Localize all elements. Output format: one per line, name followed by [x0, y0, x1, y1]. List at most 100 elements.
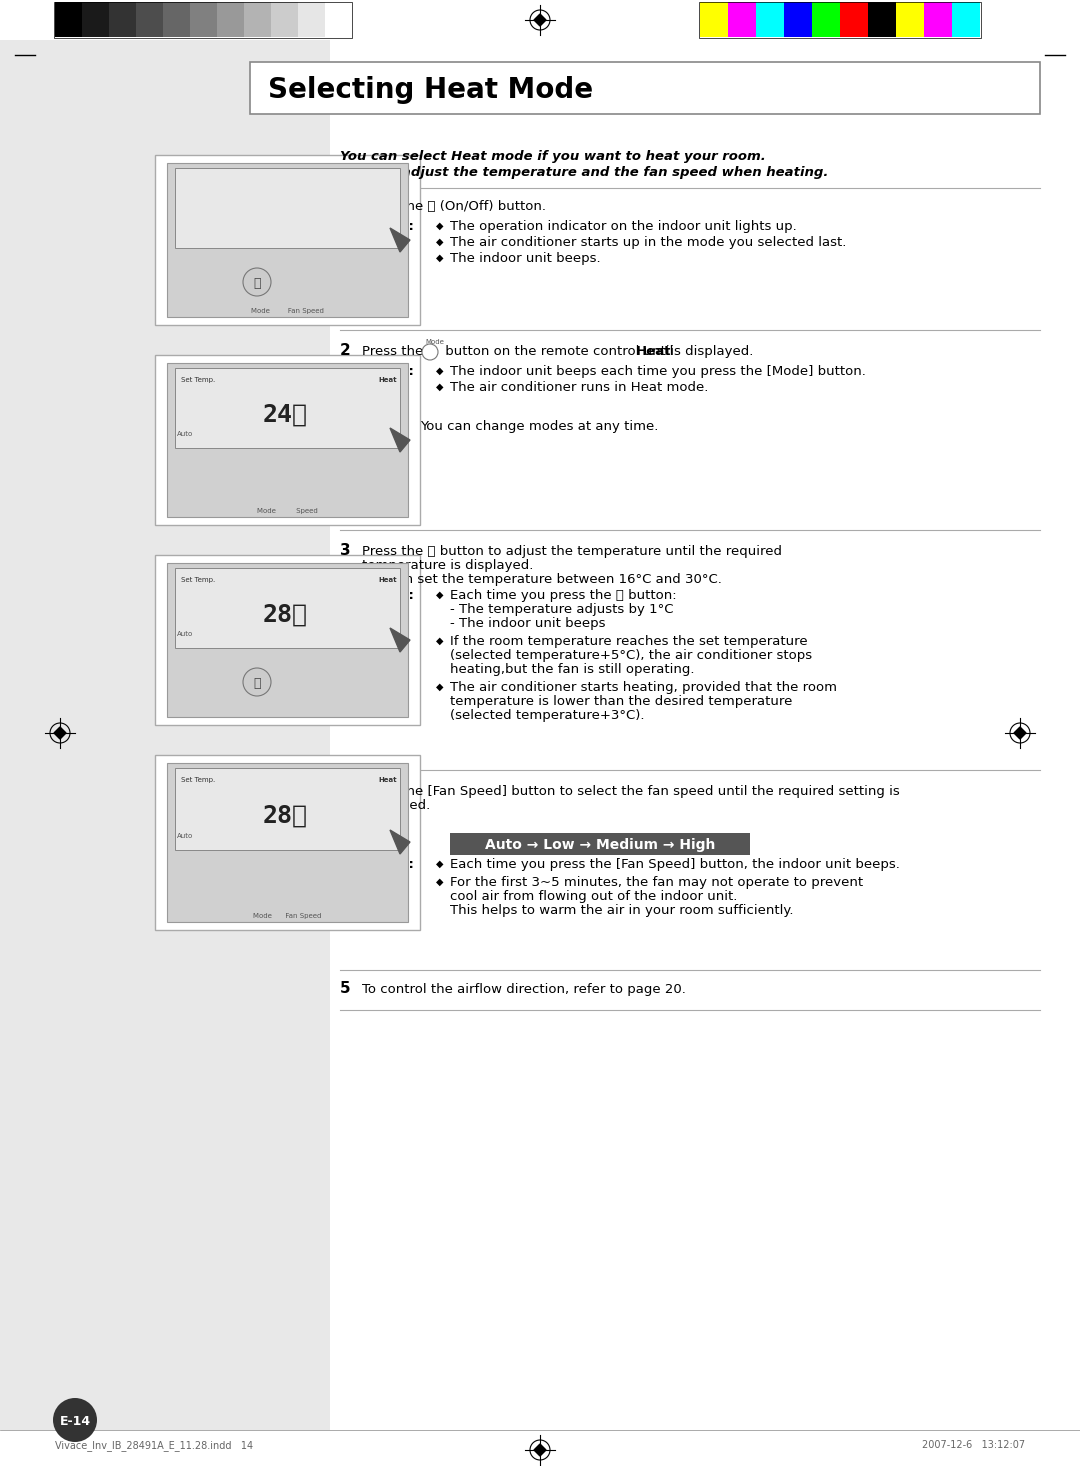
Text: temperature is displayed.: temperature is displayed. — [362, 559, 534, 572]
Text: ◆: ◆ — [436, 221, 444, 232]
Text: (selected temperature+5°C), the air conditioner stops: (selected temperature+5°C), the air cond… — [450, 649, 812, 663]
Text: (selected temperature+3°C).: (selected temperature+3°C). — [450, 710, 645, 721]
Text: Set Temp.: Set Temp. — [181, 578, 215, 583]
Bar — [271, 1, 298, 37]
Bar — [700, 1, 728, 37]
Text: Auto → Low → Medium → High: Auto → Low → Medium → High — [485, 839, 715, 852]
Text: 28℃: 28℃ — [262, 603, 308, 627]
Bar — [156, 155, 420, 325]
Text: Set Temp.: Set Temp. — [181, 777, 215, 783]
Bar — [167, 762, 408, 922]
Bar — [109, 1, 136, 37]
Circle shape — [422, 345, 438, 361]
Bar — [840, 1, 868, 37]
Bar — [190, 1, 217, 37]
Text: Mode      Fan Speed: Mode Fan Speed — [253, 913, 321, 919]
Text: - The indoor unit beeps: - The indoor unit beeps — [450, 617, 606, 630]
Text: E-14: E-14 — [59, 1415, 91, 1428]
Text: Vivace_Inv_IB_28491A_E_11.28.indd   14: Vivace_Inv_IB_28491A_E_11.28.indd 14 — [55, 1440, 253, 1451]
Text: Result:: Result: — [362, 365, 415, 378]
Text: The air conditioner runs in Heat mode.: The air conditioner runs in Heat mode. — [450, 381, 708, 394]
Text: Result:: Result: — [362, 858, 415, 871]
Text: ◆: ◆ — [436, 366, 444, 375]
Text: heating,but the fan is still operating.: heating,but the fan is still operating. — [450, 663, 694, 676]
Text: temperature is lower than the desired temperature: temperature is lower than the desired te… — [450, 695, 793, 708]
Bar — [728, 1, 756, 37]
Bar — [136, 1, 163, 37]
Text: Mode        Fan Speed: Mode Fan Speed — [251, 308, 323, 314]
Bar — [54, 1, 352, 38]
Bar — [951, 1, 980, 37]
Text: 1: 1 — [340, 198, 351, 213]
Text: ◆: ◆ — [436, 859, 444, 869]
Text: If the room temperature reaches the set temperature: If the room temperature reaches the set … — [450, 635, 808, 648]
Bar — [244, 1, 271, 37]
Text: 28℃: 28℃ — [262, 803, 308, 828]
Text: Each time you press the [Fan Speed] button, the indoor unit beeps.: Each time you press the [Fan Speed] butt… — [450, 858, 900, 871]
Bar — [812, 1, 840, 37]
Text: ◆: ◆ — [436, 877, 444, 887]
Polygon shape — [390, 627, 410, 652]
Text: ◆: ◆ — [436, 237, 444, 246]
Polygon shape — [534, 15, 546, 26]
Text: You can adjust the temperature and the fan speed when heating.: You can adjust the temperature and the f… — [340, 166, 828, 179]
Text: Auto: Auto — [177, 833, 193, 839]
Bar — [784, 1, 812, 37]
Text: You can change modes at any time.: You can change modes at any time. — [420, 419, 659, 432]
Text: - The temperature adjusts by 1°C: - The temperature adjusts by 1°C — [450, 603, 674, 616]
Polygon shape — [534, 1444, 546, 1456]
Text: The indoor unit beeps.: The indoor unit beeps. — [450, 252, 600, 265]
Bar — [924, 1, 951, 37]
Bar — [325, 1, 352, 37]
Text: ◆: ◆ — [436, 589, 444, 600]
Circle shape — [243, 268, 271, 296]
Text: For the first 3~5 minutes, the fan may not operate to prevent: For the first 3~5 minutes, the fan may n… — [450, 877, 863, 888]
Text: 24℃: 24℃ — [262, 403, 308, 427]
Polygon shape — [390, 830, 410, 855]
Text: Result:: Result: — [362, 589, 415, 603]
Polygon shape — [54, 727, 66, 739]
Bar — [167, 163, 408, 317]
Bar — [167, 563, 408, 717]
Text: To control the airflow direction, refer to page 20.: To control the airflow direction, refer … — [362, 984, 686, 995]
Bar — [175, 567, 400, 648]
Text: Mode: Mode — [426, 339, 444, 345]
Text: ◆: ◆ — [436, 254, 444, 262]
Bar — [0, 40, 330, 1429]
Text: cool air from flowing out of the indoor unit.: cool air from flowing out of the indoor … — [450, 890, 738, 903]
Bar — [175, 768, 400, 850]
Text: ◆: ◆ — [436, 383, 444, 391]
Bar — [699, 1, 981, 38]
Text: is displayed.: is displayed. — [666, 345, 754, 358]
Text: ◆: ◆ — [436, 636, 444, 647]
Bar — [249, 62, 1040, 114]
Circle shape — [243, 668, 271, 696]
Text: Selecting Heat Mode: Selecting Heat Mode — [268, 76, 593, 104]
Bar — [175, 368, 400, 449]
Text: The air conditioner starts up in the mode you selected last.: The air conditioner starts up in the mod… — [450, 236, 847, 249]
Text: Note: Note — [362, 419, 397, 432]
Bar — [156, 755, 420, 929]
Text: Press the ⧖ button to adjust the temperature until the required: Press the ⧖ button to adjust the tempera… — [362, 545, 782, 559]
Text: 2: 2 — [340, 343, 351, 358]
Bar — [156, 355, 420, 525]
Text: Mode         Speed: Mode Speed — [257, 509, 318, 515]
Text: The indoor unit beeps each time you press the [Mode] button.: The indoor unit beeps each time you pres… — [450, 365, 866, 378]
Text: Heat: Heat — [378, 777, 396, 783]
Text: Press the [Fan Speed] button to select the fan speed until the required setting : Press the [Fan Speed] button to select t… — [362, 784, 900, 798]
Bar — [896, 1, 924, 37]
Bar — [175, 169, 400, 248]
Text: ◆: ◆ — [436, 682, 444, 692]
Bar — [217, 1, 244, 37]
Text: 3: 3 — [340, 542, 351, 559]
Text: Set Temp.: Set Temp. — [181, 377, 215, 383]
Text: Auto: Auto — [177, 630, 193, 638]
Polygon shape — [1014, 727, 1026, 739]
Text: displayed.: displayed. — [362, 799, 430, 812]
Bar — [450, 833, 750, 855]
Text: 5: 5 — [340, 981, 351, 995]
Text: You can set the temperature between 16°C and 30°C.: You can set the temperature between 16°C… — [362, 573, 721, 586]
Polygon shape — [390, 229, 410, 252]
Text: You can select Heat mode if you want to heat your room.: You can select Heat mode if you want to … — [340, 150, 766, 163]
Text: 2007-12-6   13:12:07: 2007-12-6 13:12:07 — [922, 1440, 1025, 1450]
